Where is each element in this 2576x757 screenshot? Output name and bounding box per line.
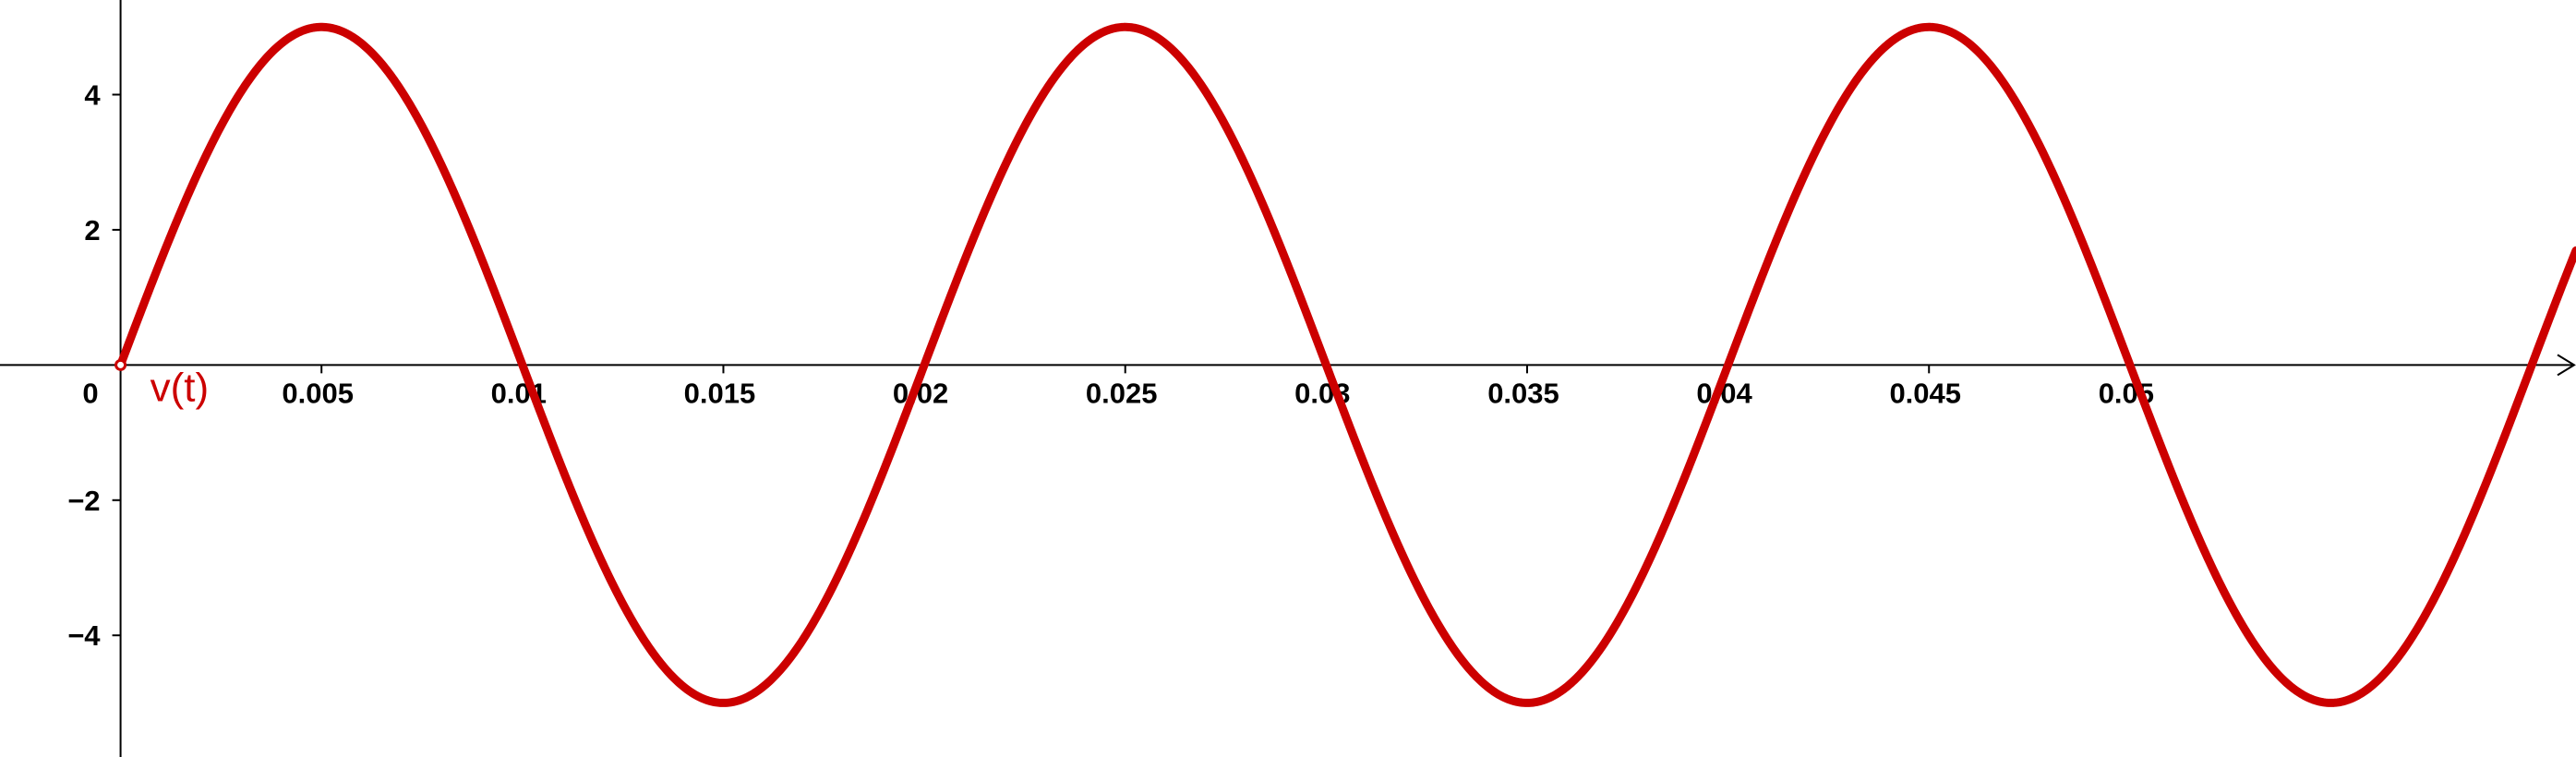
ticks: 0.005 0.01 0.015 0.02 0.025 0.03 0.035 0.04 0.04…: [67, 79, 2154, 653]
y-tick-label: −4: [67, 619, 101, 652]
x-axis-arrow: [2557, 354, 2576, 377]
x-tick-label: 0.015: [684, 377, 756, 409]
function-label: v(t): [150, 365, 210, 410]
origin-label: 0: [82, 377, 98, 409]
start-point-marker: [114, 358, 127, 371]
curve-layer: [114, 22, 2576, 707]
y-tick-label: 2: [84, 214, 100, 246]
sine-curve-v-t: [116, 22, 2576, 707]
y-tick-label: 4: [84, 79, 101, 112]
y-tick-label: −2: [67, 485, 100, 517]
x-tick-label: 0.025: [1086, 377, 1158, 409]
x-tick-label: 0.035: [1487, 377, 1559, 409]
x-tick-label: 0.005: [282, 377, 354, 409]
labels: v(t): [150, 365, 210, 410]
x-tick-label: 0.045: [1889, 377, 1961, 409]
